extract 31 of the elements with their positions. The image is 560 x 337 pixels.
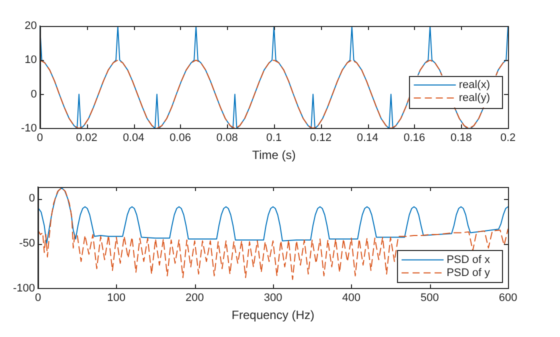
x-tick-label: 0.2 bbox=[500, 132, 516, 144]
x-tick-label: 0.08 bbox=[216, 132, 238, 144]
x-tick-label: 0.06 bbox=[170, 132, 192, 144]
line-series bbox=[40, 60, 508, 128]
y-tick-label: 0 bbox=[30, 88, 37, 100]
x-axis-title: Time (s) bbox=[252, 148, 296, 162]
line-series bbox=[38, 187, 508, 280]
y-tick-label: -100 bbox=[12, 282, 36, 294]
x-tick-label: 0.02 bbox=[76, 132, 98, 144]
x-tick-label: 0.12 bbox=[310, 132, 332, 144]
y-tick-label: -50 bbox=[19, 238, 36, 250]
x-tick-label: 600 bbox=[498, 292, 518, 304]
legend-label: PSD of y bbox=[446, 266, 490, 279]
x-tick-label: 500 bbox=[420, 292, 439, 304]
x-tick-label: 100 bbox=[107, 292, 126, 304]
x-axis-title: Frequency (Hz) bbox=[232, 308, 314, 322]
x-tick-label: 400 bbox=[342, 292, 361, 304]
y-tick-label: 10 bbox=[24, 54, 37, 66]
legend-label: real(x) bbox=[458, 79, 490, 92]
y-tick-label: 0 bbox=[28, 192, 36, 205]
legend-label: PSD of x bbox=[446, 254, 490, 266]
x-tick-label: 300 bbox=[264, 292, 282, 304]
x-tick-label: 0.16 bbox=[404, 132, 426, 144]
legend-label: real(y) bbox=[458, 92, 490, 104]
y-tick-label: 20 bbox=[24, 20, 37, 32]
x-tick-label: 0.14 bbox=[356, 132, 378, 144]
x-tick-label: 200 bbox=[186, 292, 204, 304]
x-tick-label: 0.1 bbox=[266, 132, 282, 144]
x-tick-label: 0.04 bbox=[122, 132, 144, 144]
y-tick-label: -10 bbox=[20, 122, 37, 134]
x-tick-label: 0.18 bbox=[450, 132, 472, 144]
